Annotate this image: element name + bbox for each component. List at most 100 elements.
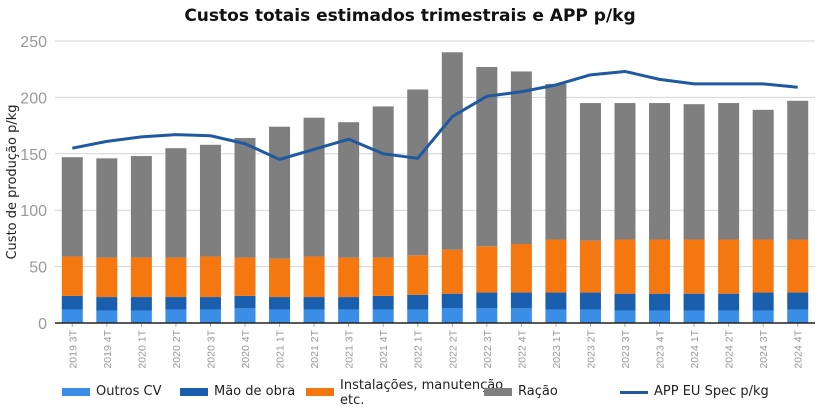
bar-instala-es-manuten-o-etc- (407, 255, 429, 295)
bar-outros-cv (269, 309, 291, 323)
bar-instala-es-manuten-o-etc- (683, 239, 705, 294)
bar-ra-o (579, 103, 601, 241)
x-tick-label: 2020 4T (240, 329, 252, 368)
bar-ra-o (130, 156, 152, 258)
legend-label: Instalações, manutenção etc. (340, 378, 503, 408)
bar-m-o-de-obra (718, 293, 740, 311)
bar-instala-es-manuten-o-etc- (752, 239, 774, 293)
bar-outros-cv (752, 310, 774, 323)
bar-instala-es-manuten-o-etc- (338, 257, 360, 298)
x-tick-label: 2020 1T (136, 329, 148, 368)
line-app-eu-spec (71, 69, 798, 161)
bar-ra-o (545, 83, 567, 240)
bar-m-o-de-obra (476, 292, 498, 309)
y-tick-label: 50 (29, 260, 47, 277)
x-tick-label: 2023 2T (585, 329, 597, 368)
bar-ra-o (407, 89, 429, 256)
bar-outros-cv (372, 309, 394, 323)
bar-ra-o (303, 117, 325, 257)
x-tick-label: 2019 3T (67, 329, 79, 368)
x-tick-label: 2021 2T (309, 329, 321, 368)
x-tick-label: 2022 1T (413, 329, 425, 368)
bar-ra-o (614, 103, 636, 240)
legend-label: Ração (518, 384, 558, 399)
bar-ra-o (787, 100, 809, 240)
bar-ra-o (96, 158, 118, 258)
bar-ra-o (752, 109, 774, 240)
bar-ra-o (441, 52, 463, 250)
bar-m-o-de-obra (510, 292, 532, 309)
legend-item-app: APP EU Spec p/kg (620, 384, 769, 399)
bar-instala-es-manuten-o-etc- (96, 257, 118, 298)
bar-ra-o (372, 106, 394, 258)
bar-m-o-de-obra (303, 297, 325, 310)
bar-ra-o (234, 138, 256, 258)
legend-item-outros-cv: Outros CV (62, 384, 161, 399)
bar-m-o-de-obra (130, 297, 152, 311)
y-tick-label: 0 (38, 316, 47, 333)
y-tick-label: 200 (20, 90, 47, 107)
legend-line (620, 391, 648, 394)
bar-m-o-de-obra (441, 293, 463, 309)
bar-outros-cv (718, 310, 740, 323)
legend-label-line1: Instalações, manutenção (340, 378, 504, 393)
bar-instala-es-manuten-o-etc- (476, 246, 498, 293)
y-tick-label: 100 (20, 203, 47, 220)
bar-outros-cv (199, 309, 221, 323)
legend-label: Outros CV (96, 384, 162, 399)
bar-outros-cv (303, 309, 325, 323)
bar-m-o-de-obra (372, 295, 394, 310)
x-tick-label: 2019 4T (102, 329, 114, 368)
bar-ra-o (476, 66, 498, 247)
bar-outros-cv (165, 309, 187, 323)
bar-m-o-de-obra (269, 297, 291, 310)
bar-ra-o (165, 148, 187, 258)
x-tick-label: 2021 4T (378, 329, 390, 368)
bar-m-o-de-obra (683, 293, 705, 311)
bar-instala-es-manuten-o-etc- (579, 240, 601, 293)
bar-instala-es-manuten-o-etc- (372, 257, 394, 296)
bar-ra-o (338, 122, 360, 258)
bar-ra-o (61, 157, 83, 257)
bar-outros-cv (545, 309, 567, 323)
bar-ra-o (269, 126, 291, 259)
bar-outros-cv (96, 310, 118, 323)
bar-instala-es-manuten-o-etc- (787, 239, 809, 293)
bar-ra-o (683, 104, 705, 240)
legend-label: Mão de obra (214, 384, 296, 399)
bar-ra-o (718, 103, 740, 240)
legend-label: APP EU Spec p/kg (654, 384, 769, 399)
x-tick-label: 2021 3T (344, 329, 356, 368)
bar-outros-cv (61, 309, 83, 323)
bar-m-o-de-obra (614, 293, 636, 311)
bar-m-o-de-obra (545, 292, 567, 310)
bar-instala-es-manuten-o-etc- (165, 257, 187, 298)
legend-item-racao: Ração (484, 384, 558, 399)
bar-m-o-de-obra (165, 297, 187, 310)
legend-swatch (306, 388, 334, 396)
bar-outros-cv (649, 310, 671, 323)
legend-label-line2: etc. (340, 393, 365, 408)
bar-outros-cv (683, 310, 705, 323)
x-tick-label: 2021 1T (275, 329, 287, 368)
legend-item-mao-de-obra: Mão de obra (180, 384, 295, 399)
bar-instala-es-manuten-o-etc- (718, 239, 740, 294)
legend-item-instalacoes: Instalações, manutenção etc. (306, 378, 503, 408)
y-tick-label: 150 (20, 147, 47, 164)
x-tick-label: 2022 2T (447, 329, 459, 368)
bar-m-o-de-obra (61, 295, 83, 310)
bar-instala-es-manuten-o-etc- (130, 257, 152, 298)
x-tick-label: 2024 3T (758, 329, 770, 368)
bar-instala-es-manuten-o-etc- (234, 257, 256, 296)
bar-instala-es-manuten-o-etc- (199, 256, 221, 298)
bar-m-o-de-obra (199, 297, 221, 310)
bar-instala-es-manuten-o-etc- (441, 249, 463, 294)
bar-outros-cv (510, 308, 532, 323)
bar-outros-cv (579, 309, 601, 323)
bar-m-o-de-obra (579, 292, 601, 310)
bar-outros-cv (234, 308, 256, 323)
legend-swatch (180, 388, 208, 396)
bar-instala-es-manuten-o-etc- (545, 239, 567, 293)
